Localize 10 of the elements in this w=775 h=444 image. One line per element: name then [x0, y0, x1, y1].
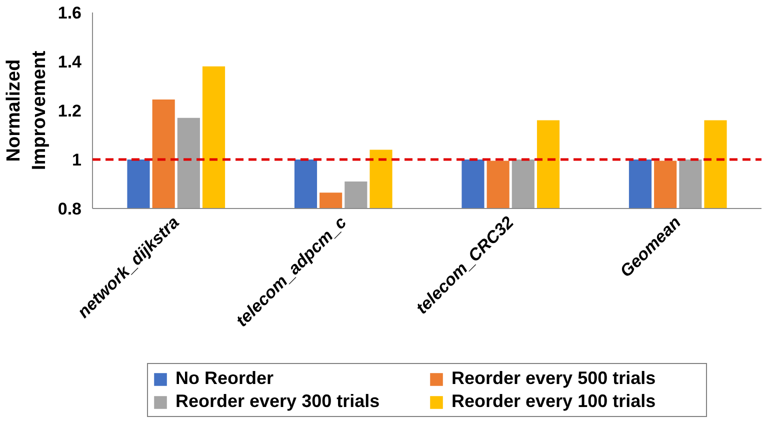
y-tick-label: 1: [72, 150, 82, 170]
legend-label: Reorder every 500 trials: [452, 368, 657, 389]
legend-label: Reorder every 100 trials: [452, 391, 657, 412]
y-tick-label: 1.4: [58, 52, 82, 72]
y-axis-title: Normalized Improvement: [4, 50, 50, 170]
legend-label: Reorder every 300 trials: [176, 391, 381, 412]
y-tick-label: 1.6: [58, 4, 82, 22]
y-tick-label: 0.8: [58, 200, 82, 218]
y-tick-label: 1.2: [58, 102, 82, 120]
legend-label: No Reorder: [176, 368, 275, 389]
